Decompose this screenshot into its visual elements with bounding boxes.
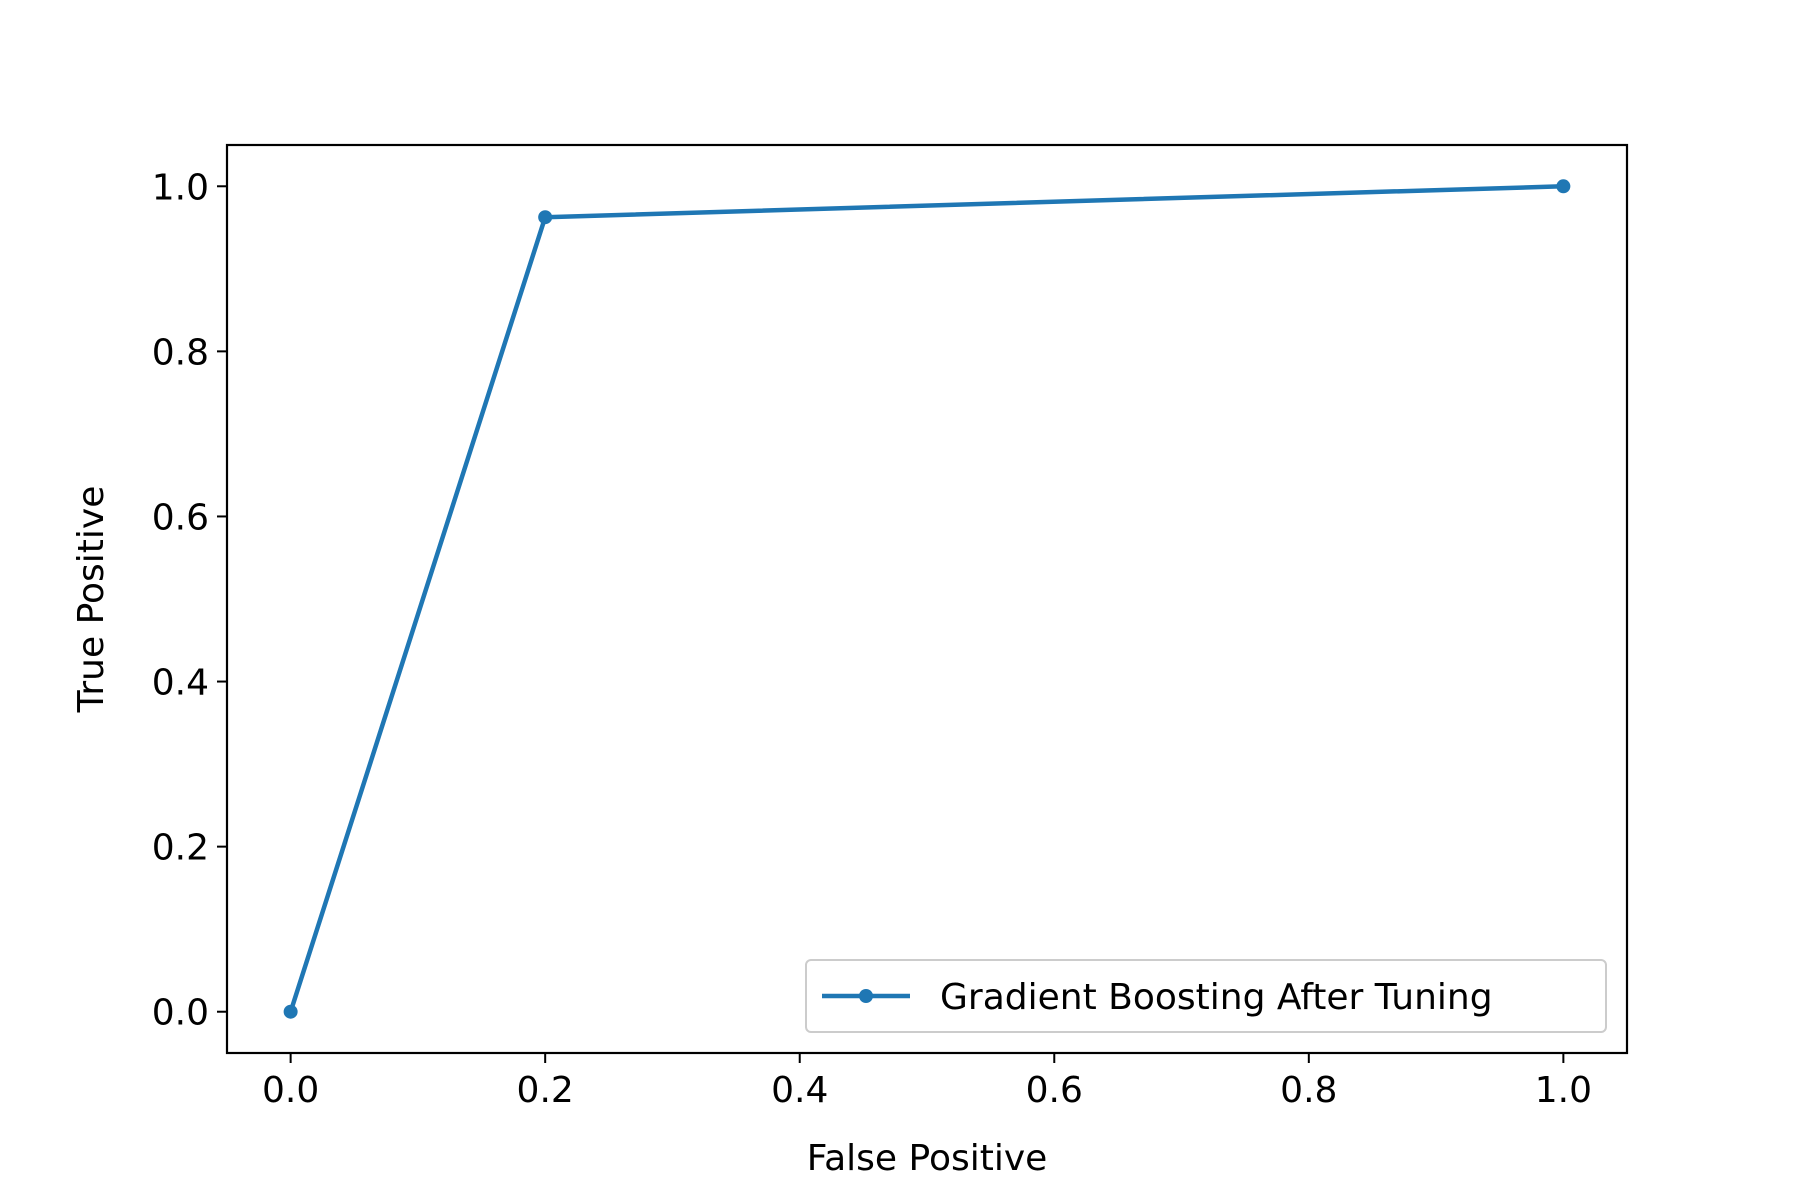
data-point (538, 210, 553, 225)
series-layer (283, 179, 1571, 1019)
x-axis-label: False Positive (807, 1138, 1048, 1179)
y-tick-label: 1.0 (152, 167, 209, 208)
x-tick-label: 0.6 (1026, 1070, 1083, 1111)
x-tick-label: 0.0 (262, 1070, 319, 1111)
data-point (1556, 179, 1571, 194)
y-tick-label: 0.0 (152, 993, 209, 1034)
y-tick-label: 0.2 (152, 828, 209, 869)
y-tick-label: 0.4 (152, 663, 209, 704)
legend-box (805, 959, 1607, 1033)
legend-marker-swatch (859, 989, 873, 1003)
data-point (283, 1004, 298, 1019)
x-axis-ticks: 0.0 0.2 0.4 0.6 0.8 1.0 (262, 1053, 1592, 1111)
x-tick-label: 1.0 (1535, 1070, 1592, 1111)
legend: Gradient Boosting After Tuning (805, 959, 1607, 1033)
y-tick-label: 0.6 (152, 497, 209, 538)
axes-frame (225, 143, 1629, 1055)
x-tick-label: 0.4 (771, 1070, 828, 1111)
y-tick-label: 0.8 (152, 332, 209, 373)
y-axis-ticks: 0.0 0.2 0.4 0.6 0.8 1.0 (152, 167, 227, 1034)
y-axis-label: True Positive (71, 486, 112, 714)
x-tick-label: 0.8 (1280, 1070, 1337, 1111)
x-tick-label: 0.2 (517, 1070, 574, 1111)
legend-label: Gradient Boosting After Tuning (940, 977, 1493, 1018)
